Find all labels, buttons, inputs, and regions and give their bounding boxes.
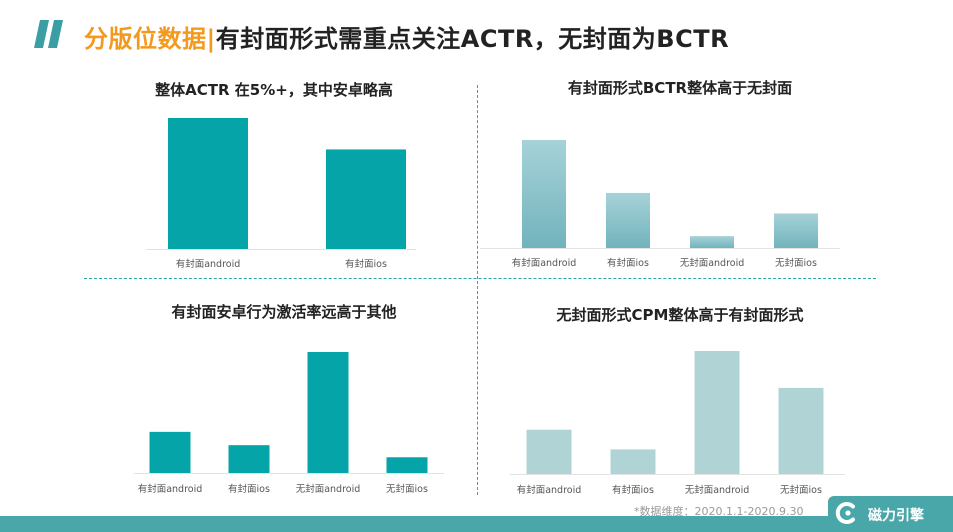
category-label: 无封面android (680, 257, 745, 269)
bar-3 (690, 236, 734, 248)
category-label: 有封面android (517, 484, 582, 496)
chart-3-activation: 有封面android 有封面ios 无封面android 无封面ios (134, 352, 444, 495)
bar-4 (778, 387, 824, 474)
quadrant-divider-vertical (477, 85, 478, 495)
bar-1 (526, 429, 572, 474)
page-title-accent: 分版位数据| (84, 25, 216, 53)
bar-2 (326, 149, 406, 249)
brand-logo-icon (835, 502, 855, 524)
chart-2-bctr: 有封面android 有封面ios 无封面android 无封面ios (480, 140, 840, 269)
quadrant-divider-horizontal (84, 278, 876, 279)
category-label: 无封面android (685, 484, 750, 496)
category-label: 有封面android (176, 258, 241, 270)
bar-1 (522, 140, 566, 248)
bar-4 (774, 213, 818, 248)
data-source-note: *数据维度：2020.1.1-2020.9.30 (634, 505, 804, 518)
bar-3 (694, 351, 740, 474)
page-title: 分版位数据|有封面形式需重点关注ACTR，无封面为BCTR (84, 19, 729, 54)
category-label: 有封面android (138, 483, 203, 495)
brand-name: 磁力引擎 (868, 508, 924, 524)
bar-1 (149, 431, 191, 473)
bar-4 (386, 457, 428, 473)
bar-1 (168, 118, 248, 249)
bar-2 (606, 192, 650, 248)
chart-1-title: 整体ACTR 在5%+，其中安卓略高 (155, 81, 393, 99)
category-label: 有封面android (512, 257, 577, 269)
category-label: 无封面ios (780, 484, 822, 496)
slash-logo-icon (34, 20, 63, 48)
page-title-main: 有封面形式需重点关注ACTR，无封面为BCTR (215, 25, 730, 53)
category-label: 有封面ios (607, 257, 649, 269)
bar-2 (228, 445, 270, 473)
footer-bar (0, 516, 953, 532)
chart-4-title: 无封面形式CPM整体高于有封面形式 (556, 306, 804, 324)
bar-3 (307, 352, 349, 473)
chart-1-actr: 有封面android 有封面ios (146, 118, 416, 270)
category-label: 无封面ios (775, 257, 817, 269)
category-label: 有封面ios (612, 484, 654, 496)
chart-4-cpm: 有封面android 有封面ios 无封面android 无封面ios (510, 351, 845, 496)
category-label: 无封面android (296, 483, 361, 495)
category-label: 有封面ios (345, 258, 387, 270)
bar-2 (610, 449, 656, 474)
category-label: 有封面ios (228, 483, 270, 495)
chart-2-title: 有封面形式BCTR整体高于无封面 (567, 79, 793, 97)
chart-3-title: 有封面安卓行为激活率远高于其他 (171, 303, 397, 321)
category-label: 无封面ios (386, 483, 428, 495)
